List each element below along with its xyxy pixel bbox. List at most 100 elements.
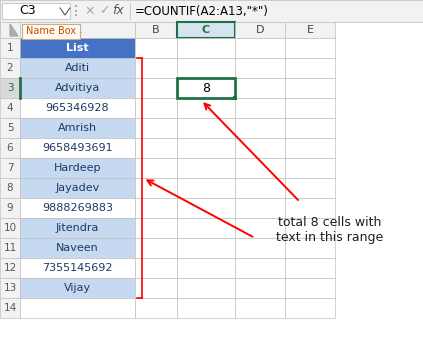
Text: total 8 cells with
text in this range: total 8 cells with text in this range [276,216,384,244]
Text: 7355145692: 7355145692 [42,263,113,273]
Bar [235,138,285,158]
Bar [135,218,177,238]
Bar [135,118,177,138]
Bar [20,22,135,38]
Bar [177,58,235,78]
Text: Jitendra: Jitendra [56,223,99,233]
Text: Aditi: Aditi [65,63,90,73]
Bar [135,298,177,318]
Bar [20,158,135,178]
Text: 3: 3 [7,83,13,93]
Bar [135,98,177,118]
Bar [135,278,177,298]
Text: Amrish: Amrish [58,123,97,133]
Bar [285,278,335,298]
Bar [285,298,335,318]
Bar [235,78,285,98]
Bar [0,258,20,278]
Bar [20,178,135,198]
Bar [0,138,20,158]
Bar [285,22,335,38]
Text: 7: 7 [7,163,13,173]
Text: 9658493691: 9658493691 [42,143,113,153]
Bar [135,198,177,218]
Bar [0,22,20,38]
Bar [2,3,70,19]
Text: 4: 4 [7,103,13,113]
Bar [235,298,285,318]
Bar [0,58,20,78]
Bar [235,118,285,138]
Bar [235,178,285,198]
Bar [20,118,135,138]
Bar [135,58,177,78]
Bar [235,38,285,58]
Bar [0,278,20,298]
Bar [285,158,335,178]
Text: 6: 6 [7,143,13,153]
Bar [177,118,235,138]
Bar [177,178,235,198]
Bar [285,238,335,258]
Text: 9888269883: 9888269883 [42,203,113,213]
Text: ✓: ✓ [99,4,109,18]
Text: 965346928: 965346928 [46,103,109,113]
Text: ✕: ✕ [85,4,95,18]
Polygon shape [10,24,18,36]
Text: 5: 5 [7,123,13,133]
Bar [0,158,20,178]
Bar [285,258,335,278]
Bar [177,218,235,238]
Bar [135,178,177,198]
Bar [0,218,20,238]
Bar [285,118,335,138]
Bar [285,38,335,58]
Text: 14: 14 [3,303,16,313]
Text: =COUNTIF(A2:A13,"*"): =COUNTIF(A2:A13,"*") [135,4,269,18]
Bar [0,178,20,198]
Bar [235,198,285,218]
Text: 2: 2 [7,63,13,73]
Bar [233,96,237,100]
Bar [0,118,20,138]
Bar [0,298,20,318]
Bar [285,198,335,218]
Bar [235,158,285,178]
Text: 12: 12 [3,263,16,273]
Bar [235,278,285,298]
Bar [235,22,285,38]
Bar [135,138,177,158]
Text: fx: fx [112,4,124,18]
Bar [285,218,335,238]
Bar [177,138,235,158]
Bar [235,238,285,258]
Bar [177,198,235,218]
Text: 8: 8 [7,183,13,193]
Text: 10: 10 [3,223,16,233]
Text: Jayadev: Jayadev [55,183,100,193]
Text: Naveen: Naveen [56,243,99,253]
Bar [20,238,135,258]
Text: Name Box: Name Box [26,26,76,37]
Text: Hardeep: Hardeep [54,163,101,173]
Bar [177,98,235,118]
Bar [20,298,135,318]
Text: Advitiya: Advitiya [55,83,100,93]
Bar [235,58,285,78]
Bar [0,98,20,118]
Bar [177,298,235,318]
Bar [135,22,177,38]
Bar [0,238,20,258]
Text: 8: 8 [202,81,210,95]
Text: A: A [74,25,81,35]
Bar [20,98,135,118]
Text: 1: 1 [7,43,13,53]
Bar [285,98,335,118]
Bar [0,78,20,98]
Bar [135,238,177,258]
Bar [285,58,335,78]
Bar [135,78,177,98]
Bar [285,178,335,198]
Text: ⋮: ⋮ [69,4,83,18]
Text: 11: 11 [3,243,16,253]
